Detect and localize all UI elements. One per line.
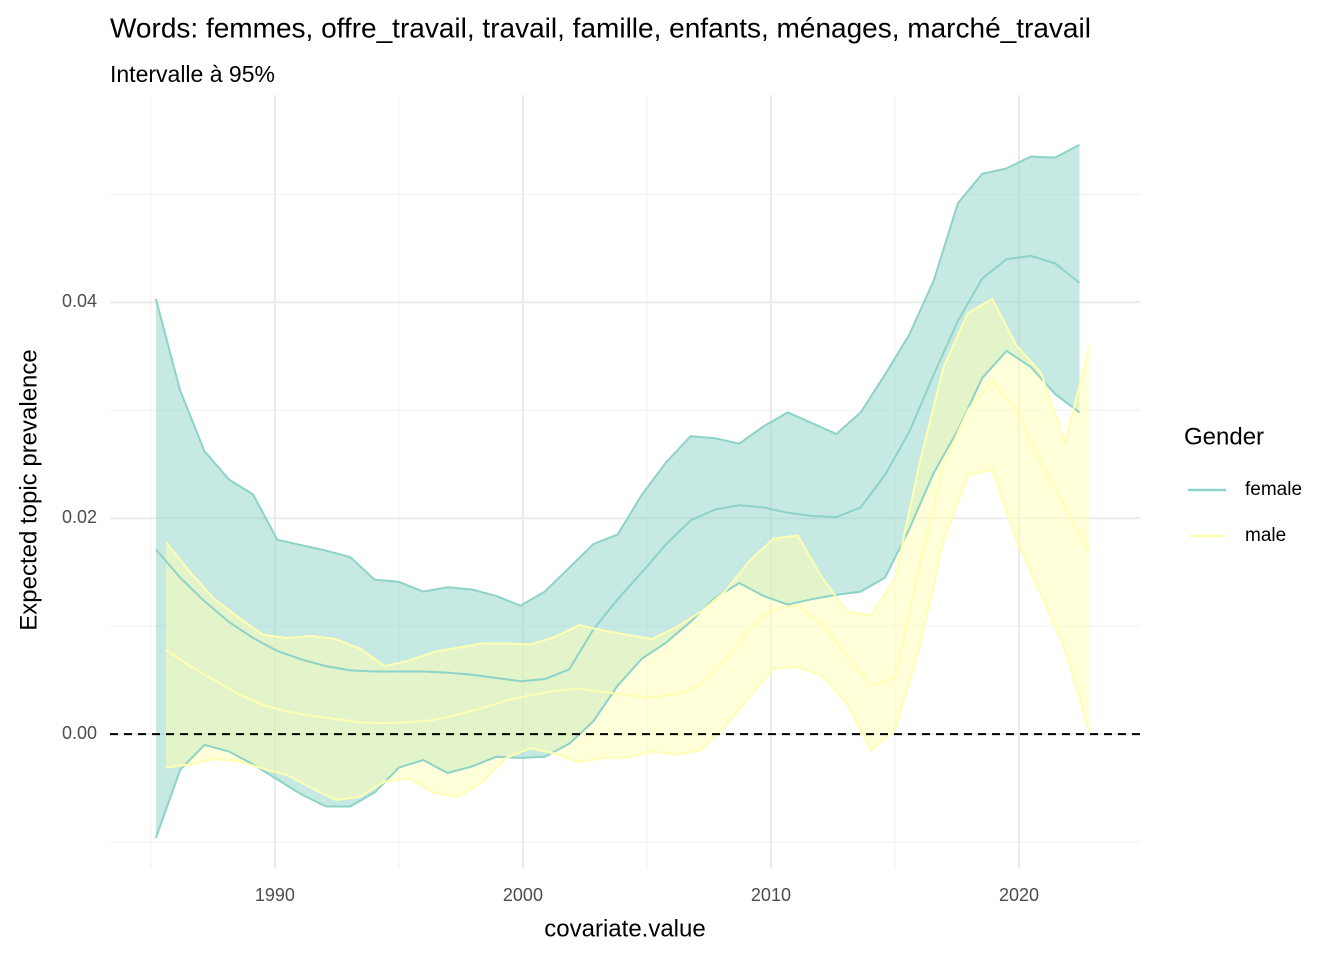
legend-label: female <box>1245 479 1302 500</box>
confidence-ribbon <box>155 144 1080 838</box>
bound-line <box>165 297 1091 668</box>
chart-subtitle: Intervalle à 95% <box>110 61 275 87</box>
ribbon-layer <box>155 144 1090 838</box>
x-tick-label: 2020 <box>999 885 1039 905</box>
x-tick-label: 1990 <box>255 885 295 905</box>
mean-line <box>165 379 1091 725</box>
line-layer <box>110 143 1140 839</box>
confidence-ribbon <box>165 299 1090 800</box>
x-axis-label: covariate.value <box>544 915 705 942</box>
chart-title: Words: femmes, offre_travail, travail, f… <box>110 12 1091 43</box>
legend-title: Gender <box>1184 423 1264 450</box>
bound-line <box>154 143 1080 607</box>
x-tick-label: 2010 <box>751 885 791 905</box>
legend-label: male <box>1245 525 1286 546</box>
y-tick-label: 0.00 <box>62 723 97 743</box>
bound-line <box>154 349 1081 839</box>
x-tick-label: 2000 <box>503 885 543 905</box>
bound-line <box>165 468 1091 802</box>
y-tick-label: 0.04 <box>62 291 97 311</box>
mean-line <box>155 254 1081 683</box>
y-tick-label: 0.02 <box>62 507 97 527</box>
legend: Gender female male <box>1184 423 1302 546</box>
y-axis-label: Expected topic prevalence <box>15 349 42 631</box>
